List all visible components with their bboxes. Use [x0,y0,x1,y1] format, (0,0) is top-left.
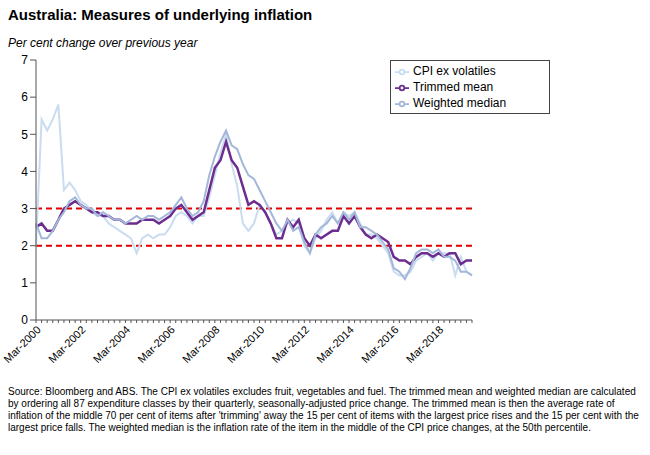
svg-text:Mar-2004: Mar-2004 [91,323,133,365]
html-text:Per cent change over previous: Per cent change over previous year [8,36,198,50]
svg-text:Mar-2006: Mar-2006 [135,323,177,365]
svg-text:3: 3 [21,202,28,216]
html-text:Source: Bloomberg and ABS. The: Source: Bloomberg and ABS. The CPI ex vo… [8,386,639,433]
svg-text:Mar-2012: Mar-2012 [269,323,311,365]
svg-text:1: 1 [21,276,28,290]
svg-text:Mar-2016: Mar-2016 [359,323,401,365]
svg-text:6: 6 [21,90,28,104]
svg-text:Mar-2014: Mar-2014 [314,323,356,365]
svg-text:Mar-2018: Mar-2018 [404,323,446,365]
html-text:Weighted median: Weighted median [413,96,507,110]
svg-text:4: 4 [21,165,28,179]
html-text:CPI ex volatiles: CPI ex volatiles [413,64,496,78]
svg-text:5: 5 [21,128,28,142]
svg-text:Mar-2008: Mar-2008 [180,323,222,365]
html-text:Trimmed mean: Trimmed mean [413,80,494,94]
svg-text:0: 0 [21,313,28,327]
svg-text:Mar-2000: Mar-2000 [8,323,43,365]
svg-text:Mar-2002: Mar-2002 [46,323,88,365]
svg-text:2: 2 [21,239,28,253]
html-text:Australia: Measures of underly: Australia: Measures of underlying inflat… [8,6,313,23]
svg-text:Mar-2010: Mar-2010 [225,323,267,365]
svg-text:7: 7 [21,53,28,67]
